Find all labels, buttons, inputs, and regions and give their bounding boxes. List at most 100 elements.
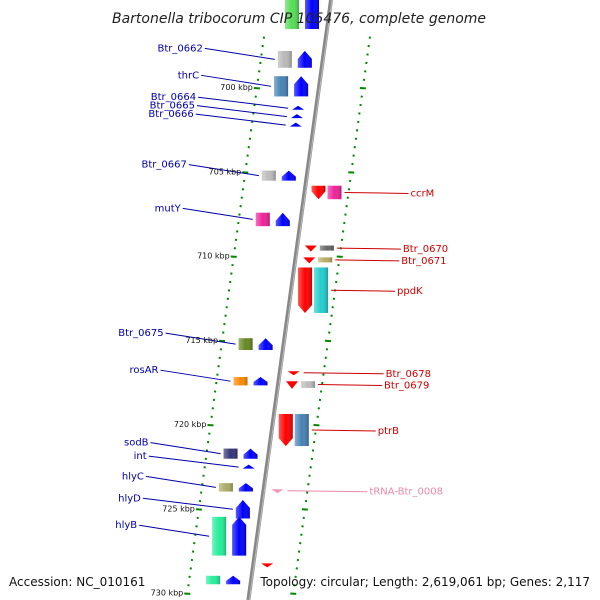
gene-leader-line [318, 384, 383, 387]
gene-leader-line [311, 429, 376, 432]
gene-arrow-shade [232, 516, 247, 556]
kbp-label: 700 kbp [220, 83, 253, 92]
gene-label[interactable]: Btr_0671 [401, 256, 446, 267]
gene-arrow-shade [281, 170, 296, 181]
gene-leader-line [195, 113, 286, 126]
gene-label[interactable]: ppdK [397, 286, 423, 297]
tick-marks [184, 36, 372, 595]
gene-arrow-shade [305, 0, 320, 30]
gene-label[interactable]: mutY [155, 203, 182, 214]
gene-feature-shade [294, 414, 309, 447]
gene-feature-shade [301, 381, 316, 388]
gene-leader-line [139, 524, 210, 537]
gene-feature-shade [314, 267, 329, 313]
gene-arrow-shade [258, 338, 273, 351]
gene-arrow [303, 257, 316, 264]
gene-leader-line [303, 372, 384, 375]
gene-arrow-shade [238, 483, 253, 492]
gene-feature-shade [261, 170, 276, 181]
kbp-label: 710 kbp [197, 252, 230, 261]
kbp-label: 730 kbp [151, 589, 184, 598]
gene-label[interactable]: tRNA-Btr_0008 [369, 487, 443, 498]
gene-leader-line [287, 490, 368, 493]
gene-arrow-shade [311, 185, 326, 200]
gene-label[interactable]: Btr_0664 [151, 92, 196, 103]
gene-feature-shade [238, 338, 253, 351]
gene-leader-line [145, 475, 216, 488]
gene-arrow-shade [294, 76, 309, 97]
gene-label[interactable]: hlyD [118, 493, 141, 504]
gene-feature-shade [285, 0, 300, 30]
gene-leader-line [182, 207, 253, 220]
gene-arrow [290, 114, 303, 119]
gene-arrow [286, 381, 299, 389]
gene-feature-shade [218, 483, 233, 492]
gene-label[interactable]: Btr_0666 [148, 109, 193, 120]
kbp-labels: 700 kbp 705 kbp 710 kbp 715 kbp 720 kbp 725 k… [151, 83, 253, 598]
gene-leader-line [150, 442, 221, 455]
gene-feature-shade [206, 575, 221, 585]
gene-arrow [271, 489, 284, 494]
gene-leader-line [331, 289, 396, 292]
gene-leader-line [142, 497, 233, 510]
gene-leader-line [148, 455, 239, 468]
gene-label[interactable]: int [134, 451, 147, 462]
gene-leader-line [344, 191, 409, 194]
gene-arrow-shade [253, 376, 268, 386]
kbp-label: 715 kbp [185, 336, 218, 345]
kbp-label: 705 kbp [209, 167, 242, 176]
gene-label[interactable]: Btr_0678 [386, 369, 431, 380]
genome-backbone [246, 0, 333, 600]
gene-leader-line [204, 47, 275, 60]
gene-feature-shade [318, 257, 333, 263]
gene-label[interactable]: hlyB [115, 520, 137, 531]
topology-text: Topology: circular; Length: 2,619,061 bp… [259, 575, 590, 589]
gene-leader-line [165, 332, 236, 345]
gene-label[interactable]: Btr_0667 [141, 160, 186, 171]
gene-track [206, 0, 342, 585]
gene-arrow [287, 371, 300, 376]
gene-label[interactable]: Btr_0665 [150, 101, 195, 112]
gene-arrow [242, 464, 255, 469]
map-title: Bartonella tribocorum CIP 105476, comple… [112, 11, 486, 27]
gene-feature-shade [255, 212, 270, 227]
accession-text: Accession: NC_010161 [9, 575, 145, 589]
gene-feature-shade [277, 50, 292, 68]
gene-arrow-shade [298, 267, 313, 313]
gene-label[interactable]: Btr_0662 [157, 43, 202, 54]
gene-leader-line [198, 96, 289, 109]
gene-label[interactable]: sodB [124, 438, 149, 449]
kbp-label: 725 kbp [162, 504, 195, 513]
gene-leader-line [160, 369, 231, 382]
gene-label[interactable]: Btr_0675 [118, 328, 163, 339]
gene-arrow-shade [275, 212, 290, 227]
gene-feature-shade [233, 376, 248, 386]
gene-feature-shade [319, 245, 334, 251]
gene-feature-shade [327, 185, 342, 200]
gene-arrow [292, 105, 305, 110]
gene-arrow [304, 245, 317, 252]
gene-label[interactable]: hlyC [122, 471, 144, 482]
gene-arrow [289, 122, 302, 127]
gene-leader-line [196, 105, 287, 118]
gene-arrow-shade [226, 575, 241, 585]
gene-arrow-shade [278, 414, 293, 447]
gene-leader-line [188, 164, 259, 177]
gene-label[interactable]: ptrB [378, 426, 399, 437]
gene-feature-shade [212, 516, 227, 556]
gene-arrow-shade [235, 499, 250, 519]
gene-leader-line [335, 259, 400, 262]
gene-label[interactable]: thrC [178, 70, 199, 81]
gene-arrow-shade [297, 50, 312, 68]
kbp-label: 720 kbp [174, 420, 207, 429]
gene-leader-line [201, 74, 272, 87]
gene-label[interactable]: Btr_0670 [403, 244, 448, 255]
gene-label[interactable]: ccrM [410, 188, 434, 199]
gene-arrow-shade [243, 448, 258, 459]
gene-label[interactable]: Btr_0679 [384, 381, 429, 392]
gene-leader-line [336, 247, 401, 250]
gene-label[interactable]: rosAR [129, 365, 158, 376]
gene-feature-shade [223, 448, 238, 459]
